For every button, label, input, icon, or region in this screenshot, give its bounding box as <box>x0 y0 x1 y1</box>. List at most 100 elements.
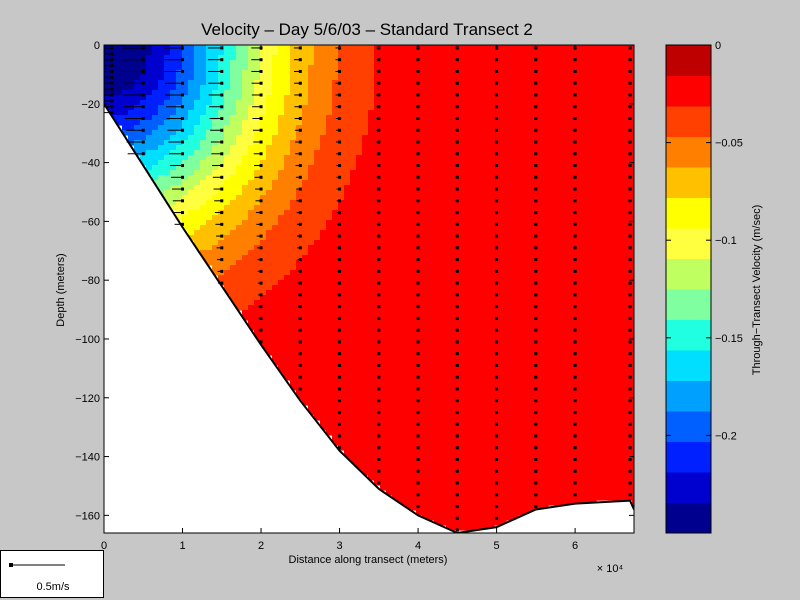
velocity-cell <box>380 260 387 266</box>
velocity-cell <box>242 245 249 251</box>
velocity-cell <box>398 55 405 61</box>
velocity-cell <box>476 455 483 461</box>
velocity-cell <box>344 160 351 166</box>
velocity-cell <box>386 310 393 316</box>
velocity-cell <box>242 275 249 281</box>
velocity-cell <box>242 130 249 136</box>
velocity-cell <box>368 185 375 191</box>
velocity-cell <box>428 405 435 411</box>
velocity-cell <box>536 360 543 366</box>
velocity-cell <box>500 225 507 231</box>
velocity-cell <box>530 250 537 256</box>
velocity-cell <box>266 350 273 356</box>
velocity-cell <box>392 385 399 391</box>
velocity-cell <box>206 170 213 176</box>
velocity-cell <box>434 270 441 276</box>
velocity-cell <box>428 320 435 326</box>
velocity-cell <box>380 170 387 176</box>
velocity-cell <box>266 250 273 256</box>
velocity-cell <box>386 415 393 421</box>
velocity-cell <box>128 135 135 141</box>
velocity-cell <box>164 145 171 151</box>
velocity-cell <box>536 295 543 301</box>
velocity-cell <box>506 370 513 376</box>
velocity-cell <box>356 430 363 436</box>
velocity-cell <box>308 190 315 196</box>
velocity-cell <box>332 150 339 156</box>
velocity-cell <box>530 100 537 106</box>
velocity-cell <box>320 50 327 56</box>
velocity-cell <box>362 55 369 61</box>
velocity-cell <box>296 295 303 301</box>
velocity-cell <box>290 205 297 211</box>
velocity-cell <box>440 305 447 311</box>
velocity-cell <box>518 330 525 336</box>
velocity-cell <box>524 45 531 51</box>
velocity-cell <box>488 365 495 371</box>
velocity-cell <box>158 180 165 186</box>
velocity-cell <box>338 155 345 161</box>
velocity-cell <box>344 405 351 411</box>
velocity-cell <box>290 255 297 261</box>
velocity-cell <box>362 415 369 421</box>
velocity-cell <box>182 145 189 151</box>
velocity-cell <box>194 70 201 76</box>
velocity-cell <box>134 110 141 116</box>
velocity-cell <box>494 355 501 361</box>
velocity-cell <box>344 290 351 296</box>
velocity-cell <box>506 355 513 361</box>
velocity-cell <box>302 320 309 326</box>
velocity-cell <box>260 205 267 211</box>
velocity-cell <box>368 270 375 276</box>
velocity-cell <box>212 230 219 236</box>
velocity-cell <box>164 155 171 161</box>
velocity-cell <box>464 360 471 366</box>
velocity-cell <box>482 55 489 61</box>
velocity-cell <box>200 50 207 56</box>
velocity-cell <box>362 165 369 171</box>
velocity-cell <box>290 185 297 191</box>
velocity-cell <box>134 60 141 66</box>
velocity-cell <box>356 425 363 431</box>
velocity-cell <box>404 70 411 76</box>
velocity-cell <box>200 110 207 116</box>
velocity-cell <box>188 70 195 76</box>
velocity-cell <box>464 400 471 406</box>
velocity-cell <box>524 75 531 81</box>
velocity-cell <box>380 205 387 211</box>
velocity-cell <box>404 435 411 441</box>
velocity-cell <box>506 110 513 116</box>
velocity-cell <box>338 385 345 391</box>
velocity-cell <box>326 60 333 66</box>
velocity-cell <box>206 260 213 266</box>
velocity-cell <box>452 485 459 491</box>
velocity-cell <box>302 360 309 366</box>
velocity-cell <box>458 325 465 331</box>
velocity-cell <box>506 325 513 331</box>
velocity-cell <box>506 420 513 426</box>
velocity-cell <box>476 60 483 66</box>
velocity-cell <box>356 165 363 171</box>
velocity-cell <box>314 195 321 201</box>
velocity-cell <box>380 200 387 206</box>
velocity-cell <box>380 300 387 306</box>
velocity-cell <box>500 490 507 496</box>
velocity-cell <box>440 330 447 336</box>
velocity-cell <box>476 55 483 61</box>
velocity-cell <box>182 155 189 161</box>
velocity-cell <box>182 190 189 196</box>
velocity-cell <box>224 270 231 276</box>
velocity-cell <box>302 65 309 71</box>
velocity-cell <box>374 355 381 361</box>
velocity-cell <box>206 185 213 191</box>
velocity-cell <box>488 90 495 96</box>
velocity-cell <box>338 365 345 371</box>
velocity-cell <box>374 75 381 81</box>
velocity-cell <box>500 145 507 151</box>
velocity-cell <box>536 100 543 106</box>
velocity-cell <box>182 220 189 226</box>
velocity-cell <box>164 50 171 56</box>
velocity-cell <box>368 150 375 156</box>
velocity-cell <box>164 175 171 181</box>
velocity-cell <box>536 345 543 351</box>
